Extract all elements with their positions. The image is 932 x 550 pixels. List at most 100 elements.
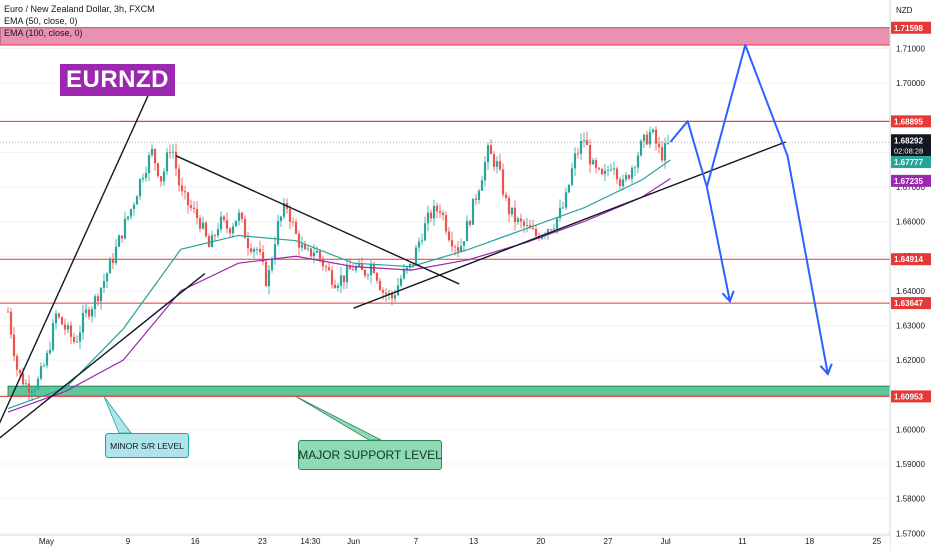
x-tick-label: 27 <box>604 537 613 546</box>
candle-body <box>666 142 670 144</box>
candle-body <box>576 153 580 155</box>
time-axis-bg <box>0 535 890 550</box>
candle-body <box>573 153 577 169</box>
candle-body <box>465 221 469 242</box>
y-tick-label: 1.59000 <box>896 460 925 469</box>
candle-body <box>51 323 55 350</box>
candle-body <box>165 152 169 172</box>
candle-body <box>477 190 481 200</box>
candle-body <box>456 247 460 252</box>
candle-body <box>522 221 526 226</box>
x-tick-label: 11 <box>738 537 747 546</box>
candles <box>6 125 670 402</box>
x-tick-label: 14:30 <box>300 537 321 546</box>
candle-body <box>633 167 637 169</box>
candle-body <box>303 244 307 250</box>
callout-pointer <box>295 396 382 441</box>
candle-body <box>195 209 199 219</box>
candle-body <box>531 228 535 230</box>
candle-body <box>396 285 400 296</box>
candle-body <box>387 292 391 295</box>
candle-body <box>585 140 589 146</box>
ema-tag <box>891 156 931 169</box>
candle-body <box>66 325 70 330</box>
candle-body <box>6 311 10 313</box>
x-tick-label: 7 <box>414 537 419 546</box>
projection-arrowhead <box>819 363 833 376</box>
candle-body <box>30 391 34 393</box>
price-axis: NZD1.710001.700001.680001.670001.660001.… <box>889 0 932 550</box>
candle-body <box>138 178 142 197</box>
candle-body <box>42 365 46 367</box>
candle-body <box>21 373 25 385</box>
candle-body <box>225 219 229 229</box>
candle-body <box>249 248 253 252</box>
projection-branch <box>705 186 731 302</box>
candle-body <box>432 205 436 219</box>
y-tick-label: 1.67000 <box>896 183 925 192</box>
candle-body <box>12 334 16 357</box>
candle-body <box>342 275 346 283</box>
candle-body <box>54 313 58 324</box>
candle-body <box>156 163 160 177</box>
candle-body <box>489 145 493 155</box>
candle-body <box>105 273 109 282</box>
candle-body <box>588 145 592 165</box>
candle-body <box>462 241 466 246</box>
x-tick-label: May <box>39 537 54 546</box>
candle-body <box>510 207 514 215</box>
candle-body <box>552 228 556 230</box>
candle-body <box>435 205 439 212</box>
candle-body <box>615 168 619 180</box>
candle-body <box>243 218 247 239</box>
candle-body <box>135 196 139 205</box>
candle-body <box>330 270 334 285</box>
level-tag <box>891 115 931 128</box>
candle-body <box>309 248 313 257</box>
candle-body <box>90 309 94 317</box>
candle-body <box>87 309 91 317</box>
candle-body <box>441 212 445 216</box>
x-tick-label: 23 <box>258 537 267 546</box>
candle-body <box>144 173 148 178</box>
candle-body <box>348 266 352 270</box>
candle-body <box>102 281 106 288</box>
x-tick-label: Jul <box>660 537 670 546</box>
candle-body <box>621 179 625 186</box>
major-support-callout: MAJOR SUPPORT LEVEL <box>298 440 442 470</box>
candle-body <box>123 218 127 239</box>
candle-body <box>48 349 52 354</box>
candle-body <box>18 369 22 374</box>
candle-body <box>297 233 301 248</box>
candle-body <box>381 289 385 293</box>
candle-body <box>192 207 196 210</box>
candle-body <box>627 175 631 179</box>
candle-body <box>117 235 121 247</box>
trendline <box>0 273 206 439</box>
candle-body <box>231 226 235 234</box>
legend-ema50: EMA (50, close, 0) <box>4 16 78 26</box>
candle-body <box>498 161 502 170</box>
candle-body <box>294 221 298 234</box>
candle-body <box>252 249 256 252</box>
candle-body <box>393 295 397 299</box>
candle-body <box>648 132 652 145</box>
y-tick-label: 1.66000 <box>896 218 925 227</box>
candle-body <box>45 353 49 366</box>
candle-body <box>495 161 499 167</box>
candle-body <box>582 140 586 142</box>
candle-body <box>486 145 490 163</box>
candle-body <box>333 284 337 289</box>
candle-body <box>150 148 154 156</box>
candle-body <box>642 134 646 141</box>
candle-body <box>111 259 115 264</box>
candle-body <box>426 212 430 224</box>
candle-body <box>549 229 553 231</box>
candle-body <box>300 244 304 248</box>
candle-body <box>210 235 214 248</box>
projection-path <box>669 44 829 375</box>
currency-label: NZD <box>896 6 913 15</box>
level-tag <box>891 390 931 403</box>
candle-body <box>480 180 484 191</box>
